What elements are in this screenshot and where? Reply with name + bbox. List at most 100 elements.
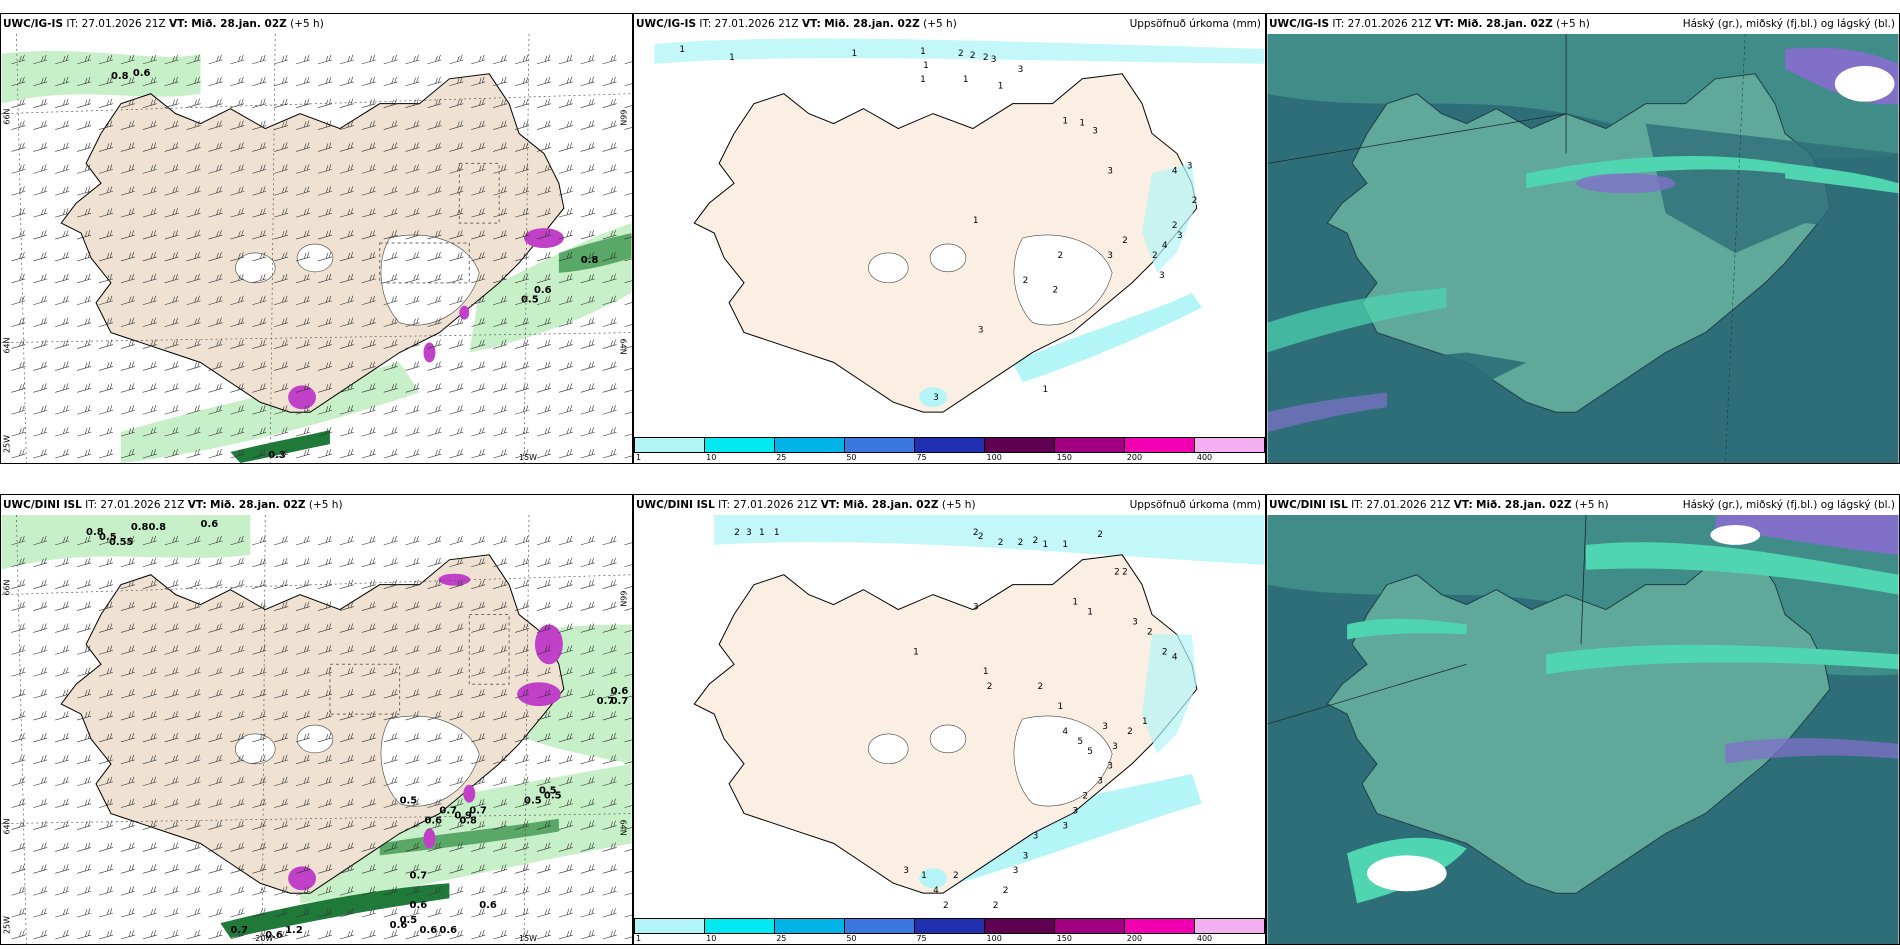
wind-barb xyxy=(317,98,333,108)
wind-barb xyxy=(55,886,70,896)
wind-barb xyxy=(493,557,508,568)
wind-barb xyxy=(55,427,70,437)
wind-barb xyxy=(142,776,157,787)
wind-barb xyxy=(274,908,289,918)
wind-barb xyxy=(55,142,70,152)
wind-barb xyxy=(33,295,48,306)
wind-barb xyxy=(230,535,245,546)
wind-barb xyxy=(274,579,289,589)
wind-barb xyxy=(11,754,26,765)
wind-barb xyxy=(580,229,595,240)
wind-barbs xyxy=(11,535,632,940)
wind-barb xyxy=(98,164,114,174)
wind-barb xyxy=(208,98,223,108)
wind-barb xyxy=(142,798,157,808)
wind-barb xyxy=(208,251,223,262)
wind-precip-map: 66N 64N 25W 20W 15W 66N 64N 0.80.50.550.… xyxy=(1,515,632,944)
wind-barb xyxy=(186,908,201,918)
wind-barb xyxy=(98,908,114,918)
wind-barb xyxy=(296,886,311,896)
wind-barb xyxy=(427,710,442,721)
wind-barb xyxy=(252,798,267,808)
panel-title: Háský (gr.), miðský (fj.bl.) og lágský (… xyxy=(1682,18,1895,30)
wind-barb xyxy=(186,142,201,152)
wind-barb xyxy=(98,339,114,349)
wind-barb xyxy=(602,76,617,87)
wind-barb xyxy=(252,667,267,677)
wind-barb xyxy=(120,273,135,284)
wind-barb xyxy=(230,754,245,765)
contour-label: 0.6 xyxy=(265,930,283,941)
colorbar-tick-label: 1 xyxy=(636,934,642,943)
colorbar-swatch xyxy=(635,438,705,452)
precip-value-label: 1 xyxy=(851,49,857,59)
map-area[interactable]: 66N 64N 25W 15W 66N 64N 0.8 0.6 0.8 0.6 … xyxy=(1,34,632,463)
wind-barb xyxy=(230,798,245,808)
wind-barb xyxy=(449,929,464,940)
wind-barb xyxy=(317,361,333,371)
model-name: UWC/IG-IS xyxy=(3,18,64,30)
colorbar-tick-label: 200 xyxy=(1126,453,1143,462)
wind-barb xyxy=(427,579,442,589)
wind-barb xyxy=(33,754,48,765)
map-area[interactable] xyxy=(1267,34,1899,463)
wind-barb xyxy=(493,427,508,437)
wind-barb xyxy=(580,535,595,546)
it-value: 27.01.2026 21Z xyxy=(1347,18,1432,30)
wind-barb xyxy=(208,710,223,721)
wind-barb xyxy=(142,405,157,415)
wind-barb xyxy=(427,339,442,349)
wind-barb xyxy=(98,142,114,152)
colorbar-tick-label: 50 xyxy=(846,453,857,462)
wind-barb xyxy=(471,54,486,65)
wind-barb xyxy=(449,886,464,896)
wind-barb xyxy=(77,273,92,284)
graticule xyxy=(261,515,266,944)
wind-barb xyxy=(98,54,114,65)
wind-barb xyxy=(339,601,354,611)
wind-barb xyxy=(449,405,464,415)
wind-barb xyxy=(624,367,632,371)
wind-barb xyxy=(514,689,530,699)
wind-barb xyxy=(120,798,135,808)
precip-value-label: 3 xyxy=(978,326,984,336)
precip-value-label: 2 xyxy=(943,901,949,911)
wind-barb xyxy=(55,54,70,65)
precip-value-label: 3 xyxy=(1023,851,1029,861)
map-area[interactable]: 66N 64N 25W 20W 15W 66N 64N 0.8 0.5 0.55 0.… xyxy=(1,515,632,944)
wind-barb xyxy=(230,251,245,262)
wind-barb xyxy=(98,76,114,87)
wind-barb xyxy=(471,908,486,918)
lat-label: 66N xyxy=(2,580,11,596)
wind-barb xyxy=(405,208,420,218)
wind-barb xyxy=(427,76,442,87)
wind-barb xyxy=(77,76,92,87)
wind-barb xyxy=(536,273,551,284)
lat-label: 64N xyxy=(619,339,628,355)
wind-barb xyxy=(493,798,508,808)
wind-barb xyxy=(77,54,92,65)
map-area[interactable] xyxy=(1267,515,1899,944)
panel-header: UWC/IG-IS IT: 27.01.2026 21Z VT: Mið. 28… xyxy=(1,14,632,34)
wind-barb xyxy=(186,448,201,459)
wind-barb xyxy=(580,557,595,568)
wind-barb xyxy=(77,142,92,152)
wind-barb xyxy=(186,886,201,896)
wind-barb xyxy=(339,929,354,940)
precip-value-label: 3 xyxy=(1062,821,1068,831)
wind-barb xyxy=(33,908,48,918)
wind-barb xyxy=(296,710,311,721)
wind-barb xyxy=(230,710,245,721)
wind-barb xyxy=(624,83,632,87)
wind-barb xyxy=(55,164,70,174)
wind-barb xyxy=(274,535,289,546)
wind-barb xyxy=(449,557,464,568)
wind-barb xyxy=(11,273,26,284)
wind-barb xyxy=(449,142,464,152)
wind-barb xyxy=(55,317,70,327)
high-cloud xyxy=(1267,392,1387,433)
wind-barb xyxy=(317,623,333,633)
precip-value-label: 3 xyxy=(1159,271,1165,281)
